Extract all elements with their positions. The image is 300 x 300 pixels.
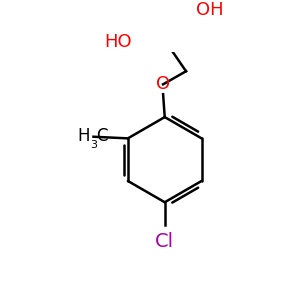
Text: Cl: Cl — [155, 232, 174, 251]
Text: C: C — [96, 127, 107, 145]
Text: OH: OH — [196, 1, 224, 19]
Text: O: O — [156, 74, 170, 92]
Text: 3: 3 — [90, 140, 97, 150]
Text: H: H — [78, 127, 90, 145]
Text: HO: HO — [104, 33, 132, 51]
